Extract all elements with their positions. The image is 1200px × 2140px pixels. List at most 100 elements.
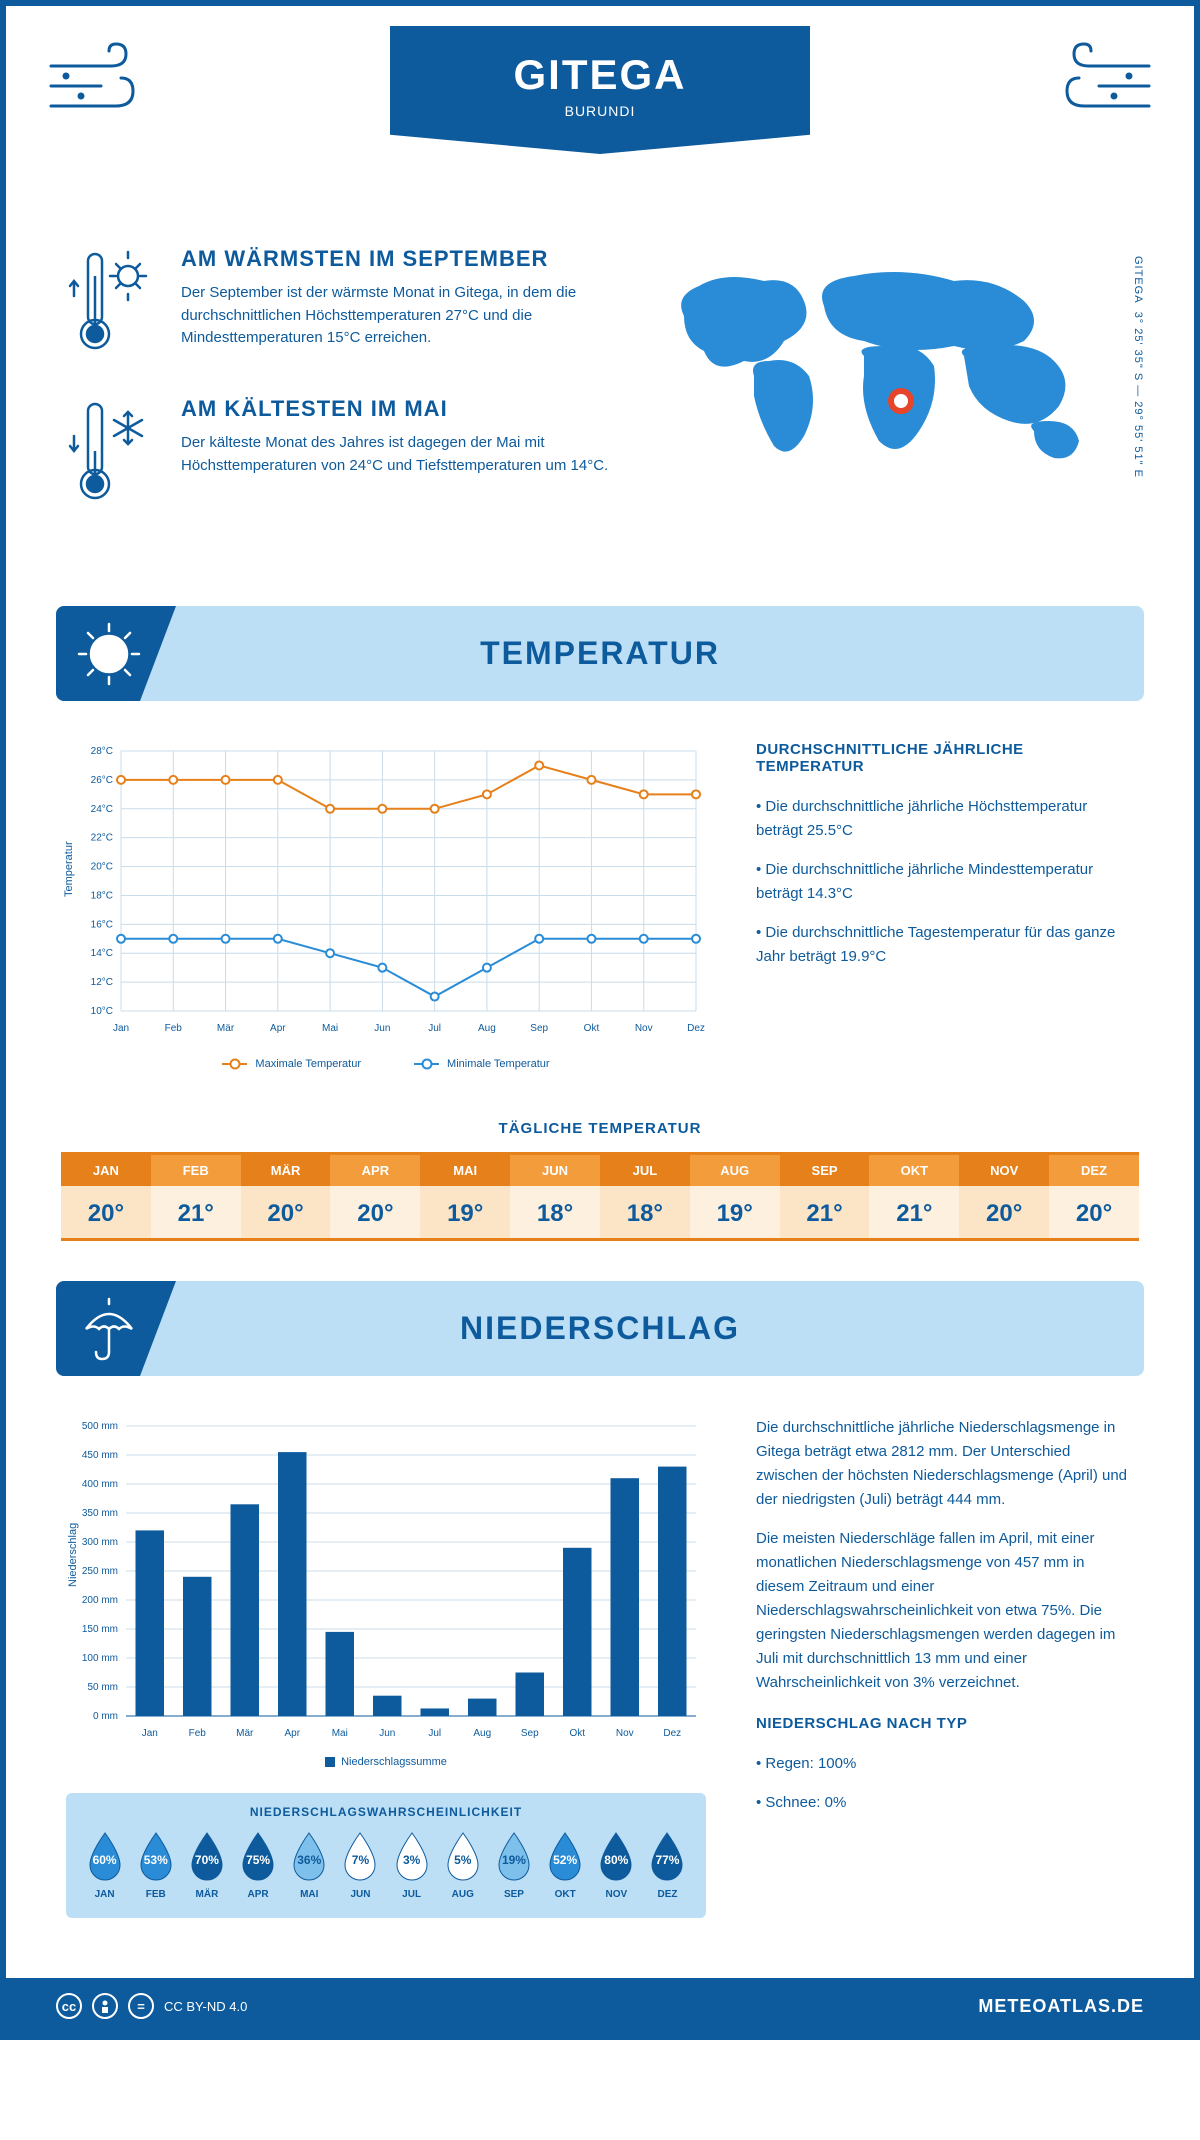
svg-text:200 mm: 200 mm [82,1595,118,1606]
daily-temp-cell: JAN20° [61,1155,151,1238]
license-block: cc = CC BY-ND 4.0 [56,1993,247,2019]
thermometer-sun-icon [66,246,156,361]
temp-side-heading: DURCHSCHNITTLICHE JÄHRLICHE TEMPERATUR [756,741,1134,775]
world-map: GITEGA 3° 25' 35" S — 29° 55' 51" E [654,246,1134,546]
svg-text:500 mm: 500 mm [82,1421,118,1432]
svg-text:Sep: Sep [530,1023,548,1034]
probability-drop: 5%AUG [439,1831,486,1900]
thermometer-snow-icon [66,396,156,511]
svg-text:Jun: Jun [379,1728,395,1739]
svg-text:Mär: Mär [236,1728,254,1739]
daily-temp-cell: MAI19° [420,1155,510,1238]
precip-text: Die durchschnittliche jährliche Niedersc… [756,1416,1134,1512]
umbrella-icon [56,1281,176,1376]
header: GITEGA BURUNDI [6,6,1194,226]
cc-icon: cc [56,1993,82,2019]
precip-y-axis-label: Niederschlag [67,1523,79,1587]
svg-text:22°C: 22°C [91,833,113,844]
svg-text:Sep: Sep [521,1728,539,1739]
wind-icon [41,36,171,131]
footer: cc = CC BY-ND 4.0 METEOATLAS.DE [6,1978,1194,2034]
svg-text:Feb: Feb [189,1728,207,1739]
precip-type-heading: NIEDERSCHLAG NACH TYP [756,1715,1134,1732]
precip-text: Die meisten Niederschläge fallen im Apri… [756,1527,1134,1695]
probability-drop: 52%OKT [542,1831,589,1900]
prob-title: NIEDERSCHLAGSWAHRSCHEINLICHKEIT [81,1805,691,1819]
probability-drop: 60%JAN [81,1831,128,1900]
svg-text:450 mm: 450 mm [82,1450,118,1461]
probability-drop: 36%MAI [286,1831,333,1900]
daily-temp-cell: JUN18° [510,1155,600,1238]
svg-text:0 mm: 0 mm [93,1711,118,1722]
svg-text:Jan: Jan [142,1728,158,1739]
svg-text:Mai: Mai [322,1023,338,1034]
daily-temp-cell: MÄR20° [241,1155,331,1238]
precip-probability-box: NIEDERSCHLAGSWAHRSCHEINLICHKEIT 60%JAN53… [66,1793,706,1918]
daily-temp-cell: OKT21° [869,1155,959,1238]
svg-text:100 mm: 100 mm [82,1653,118,1664]
daily-temp-cell: APR20° [330,1155,420,1238]
nd-icon: = [128,1993,154,2019]
sun-icon [56,606,176,701]
probability-drop: 75%APR [235,1831,282,1900]
svg-text:26°C: 26°C [91,775,113,786]
daily-temp-cell: FEB21° [151,1155,241,1238]
svg-text:12°C: 12°C [91,977,113,988]
svg-text:50 mm: 50 mm [87,1682,118,1693]
svg-text:18°C: 18°C [91,890,113,901]
svg-text:16°C: 16°C [91,919,113,930]
svg-text:350 mm: 350 mm [82,1508,118,1519]
temperature-heading: TEMPERATUR [480,635,720,672]
precip-heading: NIEDERSCHLAG [460,1310,740,1347]
precip-type-rain: • Regen: 100% [756,1752,1134,1776]
svg-text:Dez: Dez [663,1728,681,1739]
svg-text:Apr: Apr [270,1023,286,1034]
temperature-line-chart: Temperatur 10°C12°C14°C16°C18°C20°C22°C2… [66,741,706,1041]
license-text: CC BY-ND 4.0 [164,1999,247,2014]
daily-temp-title: TÄGLICHE TEMPERATUR [6,1120,1194,1137]
svg-text:150 mm: 150 mm [82,1624,118,1635]
svg-text:Nov: Nov [635,1023,653,1034]
daily-temp-cell: DEZ20° [1049,1155,1139,1238]
coordinates: GITEGA 3° 25' 35" S — 29° 55' 51" E [1132,256,1144,478]
daily-temp-cell: JUL18° [600,1155,690,1238]
daily-temp-cell: AUG19° [690,1155,780,1238]
probability-drop: 80%NOV [593,1831,640,1900]
warmest-fact: AM WÄRMSTEN IM SEPTEMBER Der September i… [66,246,614,361]
svg-text:Dez: Dez [687,1023,705,1034]
daily-temp-cell: NOV20° [959,1155,1049,1238]
svg-text:Jan: Jan [113,1023,129,1034]
svg-text:Nov: Nov [616,1728,634,1739]
svg-text:Apr: Apr [284,1728,300,1739]
temperature-section-header: TEMPERATUR [56,606,1144,701]
daily-temp-strip: JAN20°FEB21°MÄR20°APR20°MAI19°JUN18°JUL1… [61,1152,1139,1241]
probability-drop: 53%FEB [132,1831,179,1900]
probability-drop: 3%JUL [388,1831,435,1900]
temp-bullet: • Die durchschnittliche jährliche Mindes… [756,858,1134,906]
svg-text:20°C: 20°C [91,862,113,873]
svg-text:400 mm: 400 mm [82,1479,118,1490]
site-name: METEOATLAS.DE [978,1996,1144,2017]
by-icon [92,1993,118,2019]
svg-text:24°C: 24°C [91,804,113,815]
svg-text:Aug: Aug [478,1023,496,1034]
svg-text:Feb: Feb [165,1023,183,1034]
svg-text:Mai: Mai [332,1728,348,1739]
svg-text:28°C: 28°C [91,746,113,757]
probability-drop: 7%JUN [337,1831,384,1900]
temp-y-axis-label: Temperatur [63,841,75,897]
probability-drop: 70%MÄR [183,1831,230,1900]
wind-icon [1029,36,1159,131]
warmest-title: AM WÄRMSTEN IM SEPTEMBER [181,246,614,272]
svg-text:10°C: 10°C [91,1006,113,1017]
svg-text:Okt: Okt [569,1728,585,1739]
svg-text:250 mm: 250 mm [82,1566,118,1577]
precip-type-snow: • Schnee: 0% [756,1791,1134,1815]
daily-temp-cell: SEP21° [780,1155,870,1238]
precip-chart-legend: Niederschlagssumme [66,1756,706,1768]
svg-text:Okt: Okt [584,1023,600,1034]
svg-text:300 mm: 300 mm [82,1537,118,1548]
coldest-fact: AM KÄLTESTEN IM MAI Der kälteste Monat d… [66,396,614,511]
city-title: GITEGA [410,51,790,99]
svg-text:Jun: Jun [374,1023,390,1034]
